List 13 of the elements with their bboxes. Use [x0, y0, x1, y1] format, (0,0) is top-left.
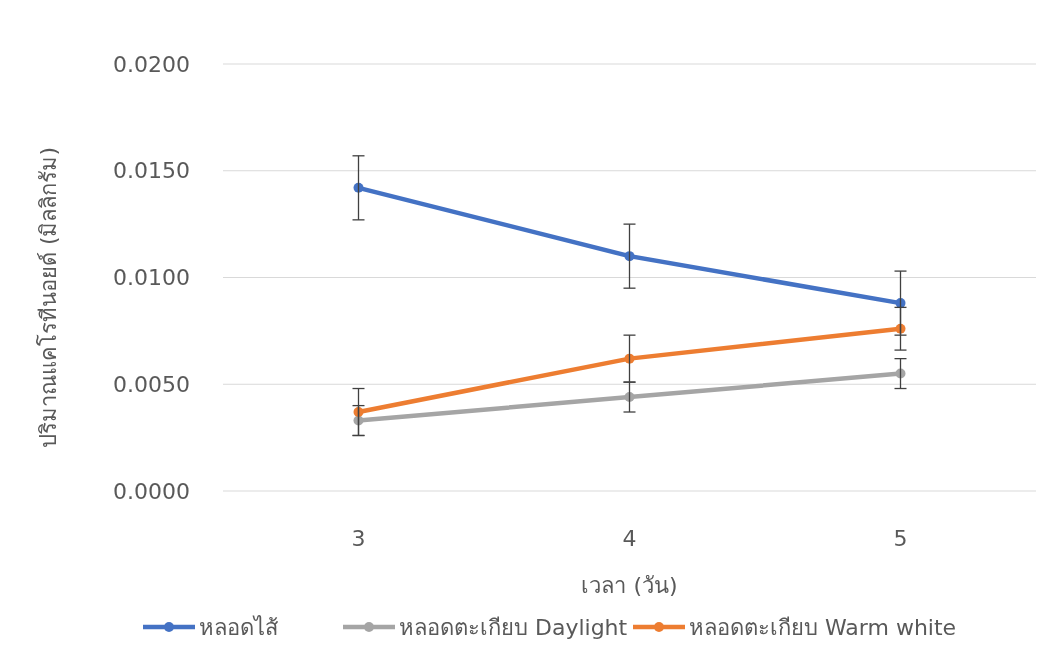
x-tick-label: 4: [622, 526, 637, 551]
y-tick-label: 0.0000: [113, 478, 190, 504]
x-tick-label: 3: [351, 526, 366, 551]
y-tick-label: 0.0050: [113, 371, 190, 397]
legend-label: หลอดตะเกียบ Daylight: [399, 614, 628, 640]
x-tick-label: 5: [893, 526, 908, 551]
legend-label: หลอดไส้: [199, 614, 279, 640]
legend-label: หลอดตะเกียบ Warm white: [689, 614, 957, 640]
x-axis-title: เวลา (วัน): [581, 573, 678, 598]
y-tick-label: 0.0100: [113, 265, 190, 291]
y-tick-label: 0.0150: [113, 158, 190, 184]
y-axis-title: ปริมาณแคโรทีนอยด์ (มิลลิกรัม): [36, 146, 61, 449]
y-tick-label: 0.0200: [113, 51, 190, 77]
